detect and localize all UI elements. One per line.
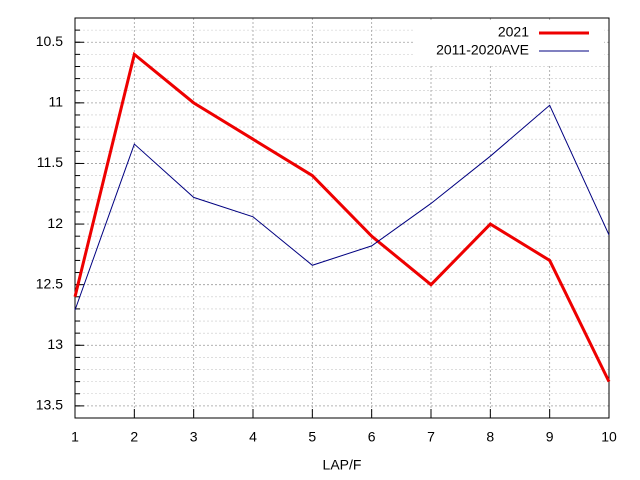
y-tick-label: 12	[47, 215, 63, 231]
legend-label: 2011-2020AVE	[436, 42, 529, 58]
series-line	[74, 104, 610, 311]
x-tick-label: 3	[190, 429, 198, 445]
x-tick-label: 6	[368, 429, 376, 445]
x-axis-label: LAP/F	[323, 457, 362, 473]
x-tick-label: 2	[130, 429, 138, 445]
x-tick-label: 5	[308, 429, 316, 445]
y-tick-label: 11.5	[37, 154, 63, 170]
x-tick-label: 8	[486, 429, 494, 445]
legend-label: 2021	[498, 24, 529, 40]
x-tick-label: 7	[427, 429, 435, 445]
plot-border	[74, 17, 610, 419]
y-tick-label: 12.5	[36, 275, 63, 291]
y-tick-label: 10.5	[36, 33, 63, 49]
x-tick-label: 10	[601, 429, 617, 445]
series-line	[73, 51, 611, 383]
y-tick-label: 13	[47, 336, 63, 352]
y-tick-label: 11	[48, 94, 63, 110]
x-tick-label: 9	[546, 429, 554, 445]
x-tick-label: 4	[249, 429, 257, 445]
y-tick-label: 13.5	[36, 397, 63, 413]
x-tick-label: 1	[71, 429, 79, 445]
legend-box	[414, 22, 604, 64]
